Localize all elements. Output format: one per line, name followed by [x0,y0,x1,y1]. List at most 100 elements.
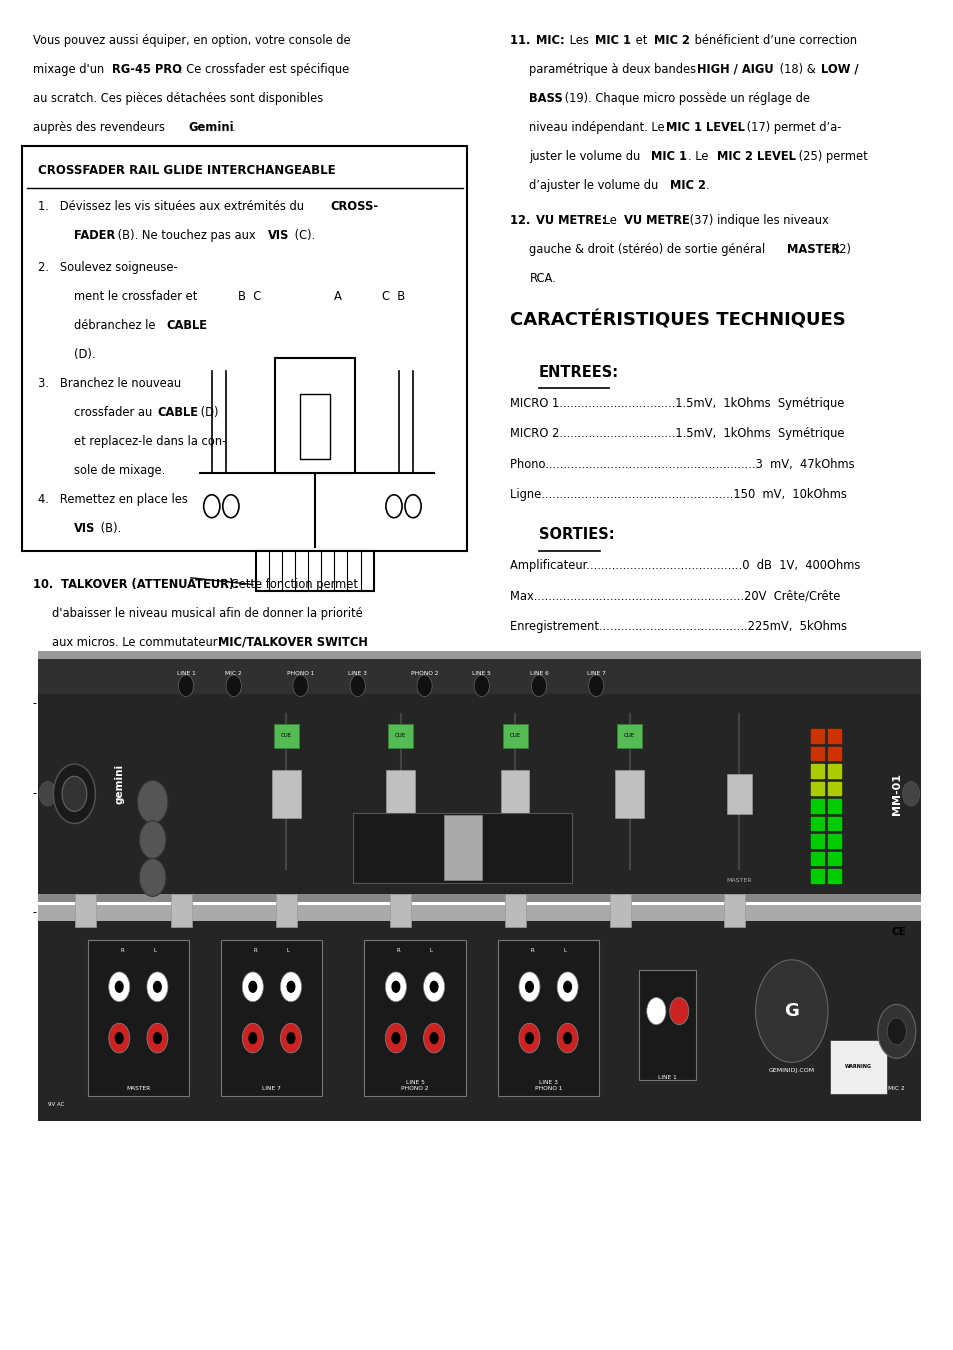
Text: Enregistrement.........................................225mV,  5kOhms: Enregistrement..........................… [510,620,846,633]
Text: Ligne.....................................................150  mV,  10kOhms: Ligne...................................… [510,487,846,501]
Circle shape [588,675,603,697]
Circle shape [280,1023,301,1053]
Text: TALKOVER (ATTENUATEUR):: TALKOVER (ATTENUATEUR): [61,578,238,591]
Circle shape [293,675,308,697]
Bar [639,971,696,1080]
Bar [274,724,298,748]
Text: Bande passante..............................20Hz - 20KHz +/- 2 dB: Bande passante..........................… [510,722,840,734]
Text: d’ajuster le volume du: d’ajuster le volume du [529,178,661,192]
Text: (16): (16) [326,697,353,710]
Circle shape [518,972,539,1002]
Circle shape [423,972,444,1002]
Text: MIC/TALKOVER SWITCH: MIC/TALKOVER SWITCH [187,697,336,710]
Circle shape [430,981,437,992]
Circle shape [563,981,571,992]
Bar [810,799,823,813]
Circle shape [392,1033,399,1044]
Text: CUE: CUE [509,733,520,738]
Bar [221,940,322,1096]
Bar [502,724,527,748]
Text: - Lorsque le commutateur: - Lorsque le commutateur [33,906,186,919]
Text: TION TALKOVER: TION TALKOVER [52,755,154,768]
Circle shape [385,1023,406,1053]
Text: juster le volume du: juster le volume du [529,150,643,163]
Text: GEMINIDJ.COM: GEMINIDJ.COM [768,1068,814,1073]
Text: HIGH / AIGU: HIGH / AIGU [697,63,773,76]
Text: MIC 2 LEVEL: MIC 2 LEVEL [717,150,796,163]
Text: (16) agît sur: (16) agît sur [52,664,127,678]
Text: paramétrique à deux bandes: paramétrique à deux bandes [529,63,700,76]
Circle shape [287,981,294,992]
Circle shape [474,675,489,697]
Circle shape [886,1018,905,1045]
Bar [810,834,823,848]
Circle shape [153,981,161,992]
Bar [504,894,525,927]
Bar [0,871,953,904]
Text: et: et [631,34,650,47]
Text: - Lorsque le commutateur: - Lorsque le commutateur [33,787,186,799]
Bar [827,834,841,848]
Text: autres sources est atténué de: autres sources est atténué de [52,992,229,1006]
Text: CABLE: CABLE [166,319,207,332]
Bar [443,815,481,880]
Text: 2.   Soulevez soigneuse-: 2. Soulevez soigneuse- [38,261,177,274]
Text: Cette fonction permet: Cette fonction permet [227,578,357,591]
Bar [386,769,415,818]
Text: sole de mixage.: sole de mixage. [74,464,166,477]
Text: BASS: BASS [185,726,218,738]
Circle shape [385,495,401,518]
Text: .: . [232,120,235,134]
Text: . Ce crossfader est spécifique: . Ce crossfader est spécifique [179,63,349,76]
Text: (Sauf: (Sauf [270,992,307,1006]
Text: WARNING: WARNING [844,1064,871,1069]
Circle shape [137,780,168,824]
Circle shape [877,1004,915,1058]
Circle shape [178,675,193,697]
Text: MIC 1: MIC 1 [650,150,686,163]
Text: LINE 6: LINE 6 [529,671,548,676]
Text: VIS: VIS [268,230,289,242]
Text: au scratch. Ces pièces détachées sont disponibles: au scratch. Ces pièces détachées sont di… [33,92,323,105]
Circle shape [204,495,219,518]
Bar [38,921,920,1120]
Text: CENTRALE: CENTRALE [160,815,227,829]
Text: LINE 1: LINE 1 [176,671,195,676]
Text: MIC 2: MIC 2 [669,178,705,192]
Text: Distortion..........................................................<  0.02%: Distortion..............................… [510,752,830,765]
Bar [38,656,920,694]
Text: 16 dB: 16 dB [232,992,269,1006]
Bar [38,894,920,902]
Text: (16) fonctionnent: le volume de toutes les: (16) fonctionnent: le volume de toutes l… [111,964,356,977]
Bar [255,551,374,591]
Text: MIC 1: MIC 1 [133,664,170,678]
Text: Rapport  Signal/Bruit..............................................>  80  dB: Rapport Signal/Bruit....................… [510,783,850,795]
Text: TALKOVER: TALKOVER [52,873,119,887]
Text: CE: CE [891,927,905,937]
Bar [272,769,300,818]
Text: débranchez le: débranchez le [74,319,163,332]
Text: D: D [210,505,218,518]
Circle shape [62,776,87,811]
Text: bénéficient d’une correction: bénéficient d’une correction [690,34,856,47]
Circle shape [287,1033,294,1044]
Text: , le: , le [217,726,238,738]
Text: LINE 1: LINE 1 [658,1075,677,1080]
Circle shape [404,495,420,518]
Text: BASS: BASS [529,92,562,105]
Text: LED TALKOVER: LED TALKOVER [114,845,210,857]
Text: (16) fonctionne.: (16) fonctionne. [111,873,206,887]
Bar [810,869,823,883]
Text: d'abaisser le niveau musical afin de donner la priorité: d'abaisser le niveau musical afin de don… [52,608,363,620]
Text: Dimensions...................................482.6 x 86.36 x 177.8mm: Dimensions..............................… [510,904,852,918]
Bar [810,782,823,795]
Circle shape [385,972,406,1002]
Text: (C).: (C). [291,230,314,242]
Bar [810,764,823,778]
Bar [275,894,296,927]
Bar [615,769,643,818]
Text: occupe la position du: occupe la position du [52,934,178,948]
Text: (2): (2) [830,243,850,255]
Text: MIC 1: MIC 1 [309,992,345,1006]
Text: Max..........................................................20V  Crête/Crête: Max.....................................… [510,590,840,602]
